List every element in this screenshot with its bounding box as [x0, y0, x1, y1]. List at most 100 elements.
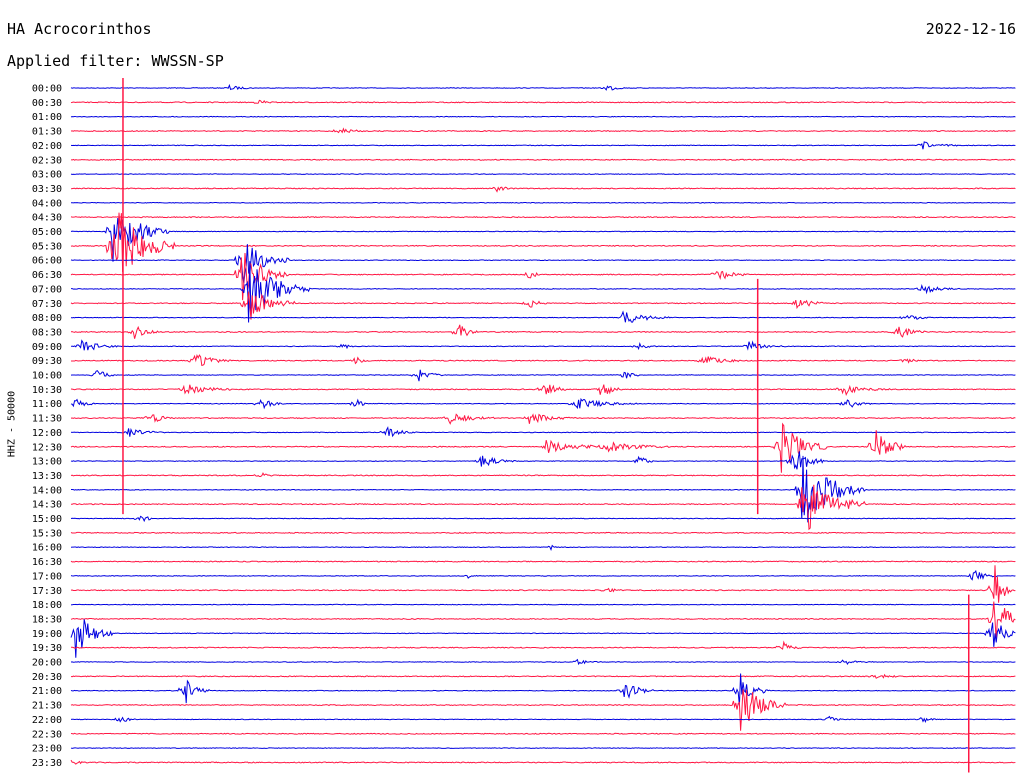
- row-time-label: 00:30: [32, 98, 62, 109]
- row-time-label: 02:00: [32, 141, 62, 152]
- row-time-label: 21:30: [32, 701, 62, 712]
- trace-row: [70, 384, 1016, 396]
- row-time-label: 09:30: [32, 356, 62, 367]
- row-time-label: 14:30: [32, 500, 62, 511]
- row-time-label: 13:30: [32, 471, 62, 482]
- row-time-label: 04:30: [32, 213, 62, 224]
- trace-row: [70, 369, 1016, 382]
- trace-row: [70, 339, 1016, 351]
- trace-row: [70, 261, 1016, 323]
- trace-row: [70, 732, 1016, 735]
- row-time-label: 11:30: [32, 414, 62, 425]
- row-time-label: 10:30: [32, 385, 62, 396]
- row-time-label: 01:00: [32, 112, 62, 123]
- row-time-label: 17:30: [32, 586, 62, 597]
- row-time-label: 19:00: [32, 629, 62, 640]
- row-time-label: 09:00: [32, 342, 62, 353]
- row-time-label: 16:30: [32, 557, 62, 568]
- trace-row: [70, 569, 1016, 581]
- row-time-label: 15:00: [32, 514, 62, 525]
- row-time-label: 08:00: [32, 313, 62, 324]
- trace-row: [70, 565, 1016, 603]
- record-date: 2022-12-16: [925, 20, 1016, 38]
- trace-row: [70, 354, 1016, 367]
- trace-row: [70, 310, 1016, 323]
- row-time-label: 22:30: [32, 729, 62, 740]
- row-time-label: 21:00: [32, 686, 62, 697]
- trace-row: [70, 689, 1016, 731]
- trace-row: [70, 397, 1016, 410]
- trace-row: [70, 673, 1016, 706]
- trace-row: [70, 544, 1016, 551]
- trace-row: [70, 640, 1016, 650]
- row-time-label: 07:00: [32, 284, 62, 295]
- filter-label: Applied filter: WWSSN-SP: [7, 52, 224, 70]
- trace-row: [70, 560, 1016, 563]
- trace-row: [70, 158, 1016, 161]
- row-time-label: 06:30: [32, 270, 62, 281]
- trace-row: [70, 515, 1016, 523]
- row-time-label: 05:30: [32, 241, 62, 252]
- row-time-label: 16:00: [32, 543, 62, 554]
- row-time-label: 14:00: [32, 485, 62, 496]
- row-time-label: 01:30: [32, 127, 62, 138]
- trace-row: [70, 201, 1016, 204]
- trace-row: [70, 115, 1016, 118]
- trace-row: [70, 413, 1016, 425]
- row-time-label: 03:30: [32, 184, 62, 195]
- row-time-label: 03:00: [32, 170, 62, 181]
- trace-row: [70, 747, 1016, 749]
- row-time-label: 20:00: [32, 658, 62, 669]
- row-time-label: 23:00: [32, 744, 62, 755]
- trace-row: [70, 715, 1016, 724]
- trace-row: [70, 186, 1016, 193]
- row-time-label: 22:00: [32, 715, 62, 726]
- trace-row: [70, 218, 1016, 262]
- trace-row: [70, 99, 1016, 104]
- row-time-label: 05:00: [32, 227, 62, 238]
- trace-row: [70, 603, 1016, 606]
- trace-row: [70, 212, 1016, 273]
- trace-row: [70, 127, 1016, 134]
- trace-row: [70, 619, 1016, 658]
- row-time-label: 15:30: [32, 528, 62, 539]
- trace-row: [70, 324, 1016, 339]
- trace-row: [70, 141, 1016, 150]
- trace-row: [70, 455, 1016, 523]
- trace-row: [70, 244, 1016, 284]
- row-time-label: 13:00: [32, 457, 62, 468]
- trace-row: [70, 673, 1016, 679]
- trace-row: [70, 759, 1016, 765]
- trace-row: [70, 422, 1016, 473]
- station-name: HA Acrocorinthos: [7, 20, 152, 38]
- trace-row: [70, 83, 1016, 91]
- row-time-label: 07:30: [32, 299, 62, 310]
- row-time-label: 23:30: [32, 758, 62, 769]
- row-time-label: 06:00: [32, 256, 62, 267]
- trace-row: [70, 216, 1016, 219]
- row-time-label: 20:30: [32, 672, 62, 683]
- row-time-label: 08:30: [32, 327, 62, 338]
- trace-row: [70, 531, 1016, 534]
- row-time-label: 04:00: [32, 198, 62, 209]
- trace-row: [70, 484, 1016, 531]
- row-time-label: 18:30: [32, 614, 62, 625]
- row-time-label: 11:00: [32, 399, 62, 410]
- row-time-label: 17:00: [32, 571, 62, 582]
- trace-row: [70, 253, 1016, 301]
- row-time-label: 12:00: [32, 428, 62, 439]
- row-time-label: 19:30: [32, 643, 62, 654]
- trace-row: [70, 472, 1016, 478]
- row-time-label: 18:00: [32, 600, 62, 611]
- row-time-label: 00:00: [32, 84, 62, 95]
- trace-row: [70, 451, 1016, 470]
- row-time-label: 10:00: [32, 371, 62, 382]
- trace-row: [70, 658, 1016, 666]
- row-time-label: 12:30: [32, 442, 62, 453]
- trace-row: [70, 291, 1016, 320]
- trace-row: [70, 601, 1016, 641]
- trace-row: [70, 426, 1016, 438]
- row-time-label: 02:30: [32, 155, 62, 166]
- trace-row: [70, 173, 1016, 175]
